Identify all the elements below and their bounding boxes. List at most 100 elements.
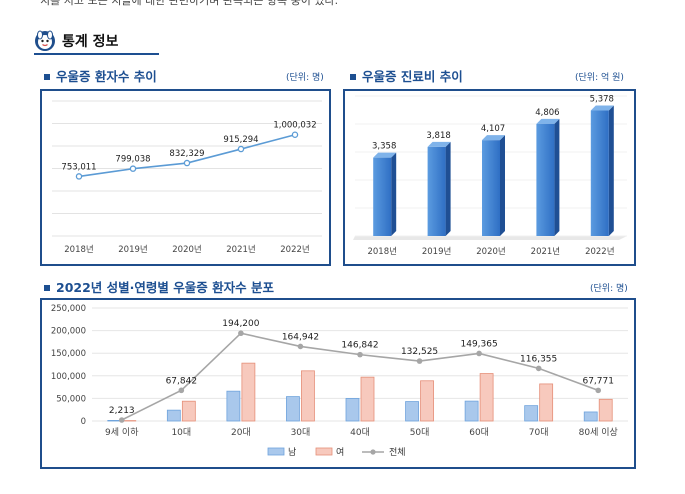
data-label: 194,200 — [222, 319, 259, 329]
y-tick-label: 200,000 — [51, 327, 86, 337]
data-point — [476, 350, 482, 357]
bar-male — [226, 390, 241, 422]
legend-label-female: 여 — [336, 446, 344, 458]
legend-marker-total — [370, 449, 376, 455]
data-point — [416, 358, 423, 364]
data-label: 5,378 — [590, 95, 614, 105]
y-tick-label: 100,000 — [51, 372, 86, 382]
bar-top — [427, 141, 451, 147]
bar-side — [608, 105, 614, 236]
data-point — [183, 159, 191, 167]
bar-side — [500, 135, 505, 236]
data-point — [291, 131, 299, 138]
bar-top — [536, 118, 560, 124]
bar-female — [539, 383, 554, 422]
bar-female — [241, 362, 256, 422]
x-tick-label: 2022년 — [585, 246, 614, 257]
bar — [427, 146, 446, 236]
bullet-icon — [44, 73, 50, 80]
bullet-icon — [350, 73, 356, 80]
data-label: 132,525 — [401, 347, 438, 357]
section-underline — [34, 53, 159, 55]
bar-top — [373, 152, 397, 158]
data-label: 753,011 — [61, 162, 96, 172]
data-point — [238, 330, 244, 337]
data-label: 799,038 — [115, 155, 150, 165]
data-label: 164,942 — [282, 332, 319, 342]
bar-female — [360, 376, 375, 422]
y-tick-label: 250,000 — [51, 304, 86, 314]
x-tick-label: 2022년 — [280, 244, 309, 255]
section-header: 통계 정보 — [34, 28, 118, 54]
legend-label-total: 전체 — [389, 447, 406, 458]
legend-swatch-female — [315, 447, 333, 456]
y-tick-label: 150,000 — [51, 349, 86, 359]
bar-side — [391, 152, 397, 236]
bar-female — [479, 373, 494, 422]
data-label: 149,365 — [461, 339, 498, 349]
bar-female — [420, 380, 434, 422]
chart1-title: 우울증 환자수 추이 — [56, 69, 157, 84]
mascot-icon — [35, 30, 55, 51]
data-label: 116,355 — [520, 354, 557, 364]
bar-male — [286, 396, 300, 422]
data-label: 4,806 — [535, 108, 559, 118]
legend-swatch-male — [267, 447, 285, 456]
x-tick-label: 70대 — [529, 427, 549, 438]
data-label: 2,213 — [109, 406, 135, 416]
y-tick-label: 50,000 — [56, 394, 86, 404]
bar-top — [590, 105, 614, 111]
x-tick-label: 80세 이상 — [579, 427, 618, 438]
bar — [482, 140, 500, 236]
x-tick-label: 20대 — [231, 427, 251, 438]
data-label: 1,000,032 — [273, 121, 316, 131]
bar-female — [301, 370, 315, 422]
data-label: 915,294 — [223, 135, 258, 145]
x-tick-label: 50대 — [410, 427, 430, 438]
bar — [373, 157, 392, 236]
x-tick-label: 2018년 — [367, 246, 396, 257]
x-tick-label: 40대 — [350, 427, 370, 438]
data-point — [595, 387, 602, 394]
bar — [590, 110, 609, 236]
data-point — [118, 417, 125, 423]
x-tick-label: 30대 — [291, 427, 311, 438]
data-point — [535, 365, 542, 372]
x-tick-label: 10대 — [171, 427, 191, 438]
data-point — [75, 173, 83, 180]
chart1-title-wrap: 우울증 환자수 추이 — [44, 66, 157, 85]
x-tick-label: 9세 이하 — [105, 427, 139, 438]
data-point — [237, 145, 245, 153]
line-chart-patients: 753,011 2018년 799,038 2019년 832,329 2020년 915,… — [52, 100, 322, 255]
x-tick-label: 60대 — [469, 427, 489, 438]
data-label: 67,771 — [582, 376, 614, 386]
bar-male — [405, 401, 419, 422]
data-point — [297, 343, 304, 350]
x-tick-label: 2018년 — [64, 244, 93, 255]
bar-side — [554, 118, 560, 236]
x-tick-label: 2019년 — [118, 244, 147, 255]
data-label: 3,818 — [426, 131, 450, 141]
bar-female — [598, 398, 613, 422]
bar-male — [583, 411, 598, 422]
data-label: 67,842 — [166, 376, 198, 386]
bar-male — [345, 398, 360, 422]
chart3-unit: (단위: 명) — [590, 284, 628, 294]
chart3-title: 2022년 성별·연령별 우울증 환자수 분포 — [56, 280, 274, 295]
bar-male — [107, 420, 122, 422]
chart3-frame: 250,000 200,000 150,000 100,000 50,000 0 9세 이하… — [40, 298, 636, 469]
data-label: 832,329 — [169, 149, 204, 159]
chart2-title: 우울증 진료비 추이 — [362, 69, 463, 84]
chart-floor — [353, 236, 627, 240]
bar-male — [166, 409, 181, 422]
x-tick-label: 2021년 — [226, 244, 255, 255]
bullet-icon — [44, 284, 50, 291]
chart2-title-wrap: 우울증 진료비 추이 — [350, 66, 463, 85]
chart3-title-wrap: 2022년 성별·연령별 우울증 환자수 분포 — [44, 277, 274, 296]
x-tick-label: 2020년 — [476, 246, 505, 257]
data-label: 146,842 — [341, 341, 378, 351]
data-point — [357, 351, 363, 358]
data-point — [129, 165, 137, 172]
bar-male — [464, 400, 479, 422]
data-point — [178, 387, 185, 394]
